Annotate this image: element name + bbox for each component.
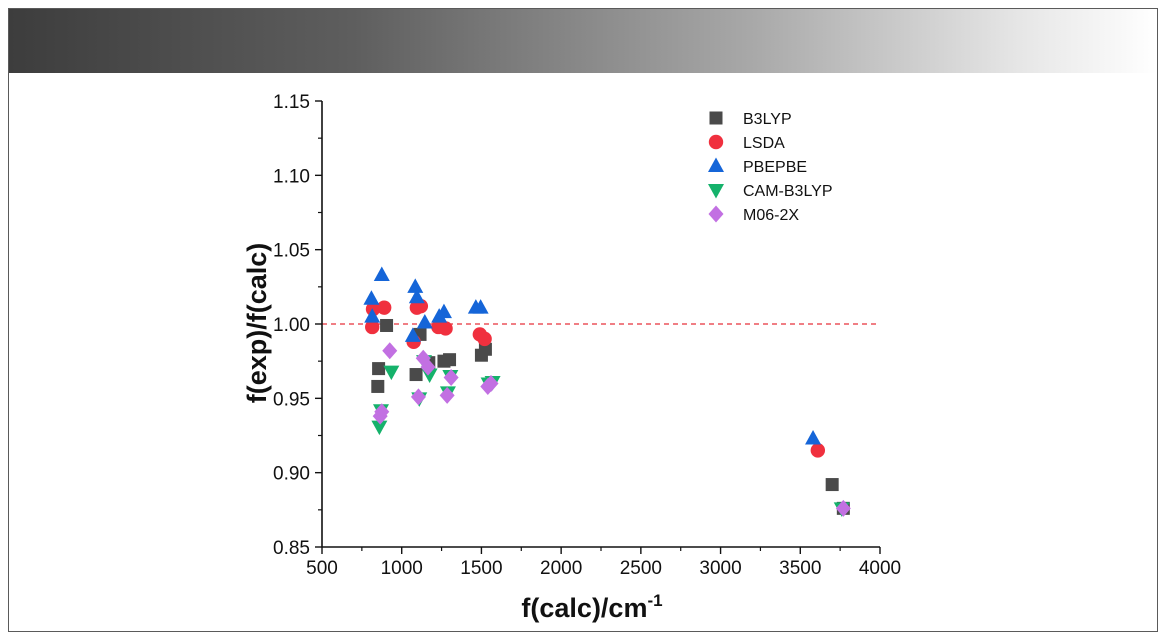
data-point-m06-2x	[835, 499, 851, 517]
legend-label-lsda: LSDA	[743, 135, 785, 152]
data-point-lsda	[365, 319, 380, 335]
legend-marker-lsda	[708, 134, 724, 150]
x-tick-label: 2500	[620, 558, 662, 579]
data-point-pbepbe	[435, 303, 452, 319]
data-point-b3lyp	[825, 478, 839, 492]
data-point-cam-b3lyp	[371, 420, 388, 436]
axes: 500 1000 1500 2000 2500 3000 3500 4000 0.85 0.90 0…	[273, 92, 901, 579]
data-point-m06-2x	[483, 374, 499, 392]
x-axis-title: f(calc)/cm-1	[521, 591, 662, 623]
data-point-lsda	[438, 321, 453, 336]
data-point-b3lyp	[409, 368, 423, 382]
legend-marker-b3lyp	[709, 111, 723, 125]
y-tick-label: 0.85	[273, 538, 310, 559]
data-point-pbepbe	[364, 308, 381, 323]
data-point-b3lyp	[371, 379, 385, 393]
y-tick-label: 0.95	[273, 389, 310, 410]
data-point-m06-2x	[443, 369, 459, 387]
data-point-pbepbe	[408, 288, 425, 304]
x-tick-label: 4000	[859, 558, 901, 579]
y-tick-label: 0.90	[273, 464, 310, 485]
data-point-b3lyp	[478, 342, 492, 356]
data-point-m06-2x	[374, 403, 390, 421]
data-point-pbepbe	[805, 429, 822, 445]
y-axis-title: f(exp)/f(calc)	[242, 243, 272, 404]
data-point-b3lyp	[380, 318, 394, 332]
y-tick-label: 1.00	[273, 315, 310, 336]
data-point-pbepbe	[363, 290, 380, 305]
legend-marker-m06-2x	[708, 205, 724, 223]
header-banner	[9, 9, 1157, 73]
y-tick-label: 1.05	[273, 241, 310, 262]
x-axis-title-superscript: -1	[647, 591, 662, 610]
legend-label-m06-2x: M06-2X	[743, 207, 799, 224]
legend-label-pbepbe: PBEPBE	[743, 159, 807, 176]
legend-marker-cam-b3lyp	[708, 184, 724, 199]
legend-marker-pbepbe	[708, 157, 724, 172]
data-point-m06-2x	[439, 386, 455, 404]
data-point-b3lyp	[443, 353, 457, 367]
data-point-pbepbe	[472, 299, 489, 314]
y-tick-label: 1.15	[273, 92, 310, 113]
data-point-pbepbe	[404, 327, 421, 342]
legend-label-b3lyp: B3LYP	[743, 111, 792, 128]
x-tick-label: 500	[306, 558, 338, 579]
x-tick-label: 1500	[460, 558, 502, 579]
legend: B3LYP LSDA PBEPBE CAM-B3LYP M06-2X	[708, 111, 833, 224]
data-point-pbepbe	[416, 314, 433, 329]
data-point-pbepbe	[373, 266, 390, 281]
x-tick-label: 3000	[699, 558, 741, 579]
data-point-m06-2x	[410, 388, 426, 406]
data-point-m06-2x	[382, 342, 398, 360]
legend-label-cam-b3lyp: CAM-B3LYP	[743, 183, 833, 200]
x-tick-label: 3500	[779, 558, 821, 579]
x-tick-label: 2000	[540, 558, 582, 579]
data-point-lsda	[477, 331, 492, 347]
data-point-b3lyp	[372, 362, 386, 376]
data-point-pbepbe	[407, 278, 424, 293]
data-point-cam-b3lyp	[383, 365, 400, 381]
data-markers	[363, 266, 851, 517]
data-point-lsda	[365, 301, 381, 317]
data-point-m06-2x	[420, 358, 436, 376]
x-tick-label: 1000	[381, 558, 423, 579]
figure-frame	[8, 8, 1158, 632]
data-point-lsda	[376, 300, 392, 315]
data-point-lsda	[810, 443, 826, 458]
y-tick-label: 1.10	[273, 166, 310, 187]
